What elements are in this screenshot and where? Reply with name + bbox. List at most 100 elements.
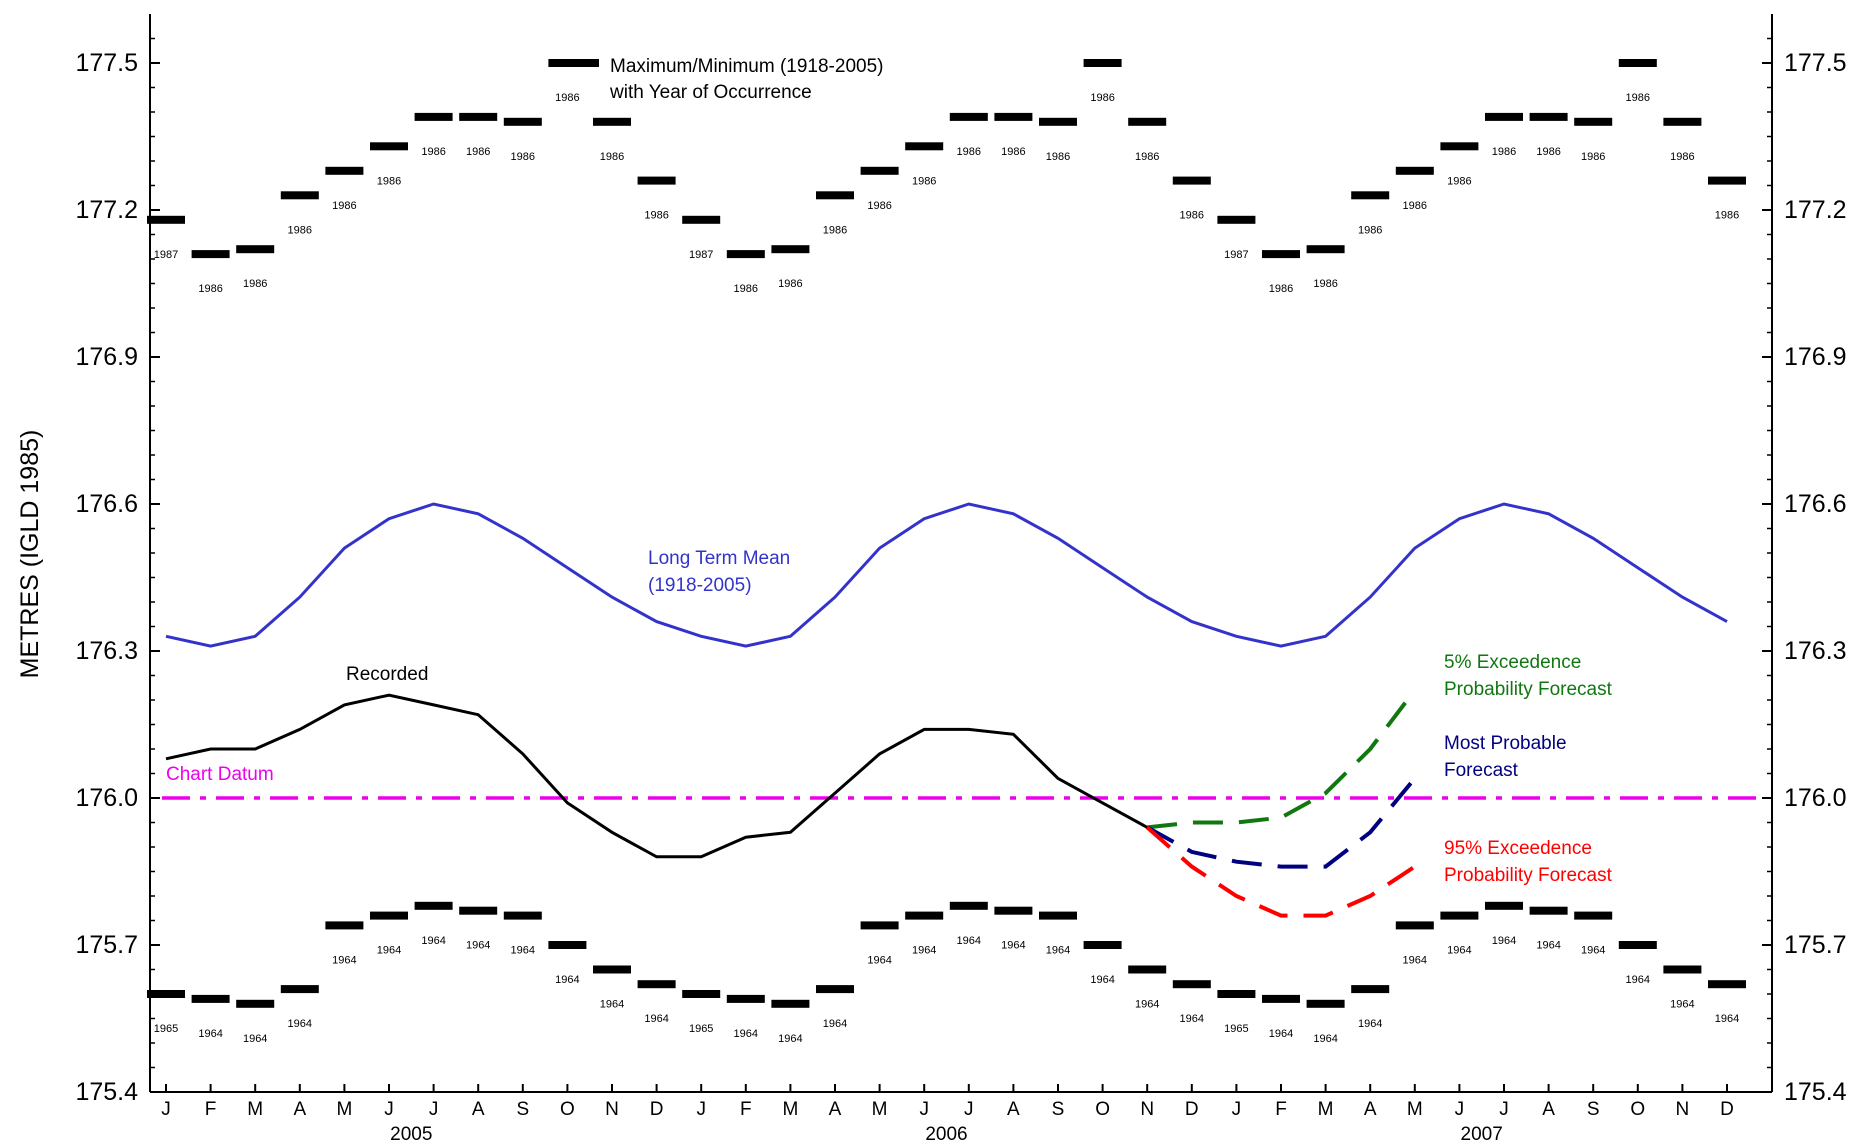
y-tick-label-left: 176.6: [75, 490, 138, 518]
month-label: M: [1407, 1099, 1423, 1120]
maximum-bar: [1083, 59, 1122, 67]
maximum-year-label: 1986: [1269, 283, 1293, 295]
month-label: J: [384, 1099, 394, 1120]
maximum-year-label: 1986: [600, 151, 624, 163]
long-term-mean-line: [165, 502, 1728, 648]
ninety-five-percent-forecast-label: 95% Exceedence: [1444, 838, 1592, 859]
minimum-bar: [860, 921, 899, 930]
maximum-year-label: 1986: [1581, 151, 1605, 163]
minimum-bar: [1172, 980, 1211, 989]
maximum-year-label: 1986: [957, 146, 981, 158]
month-label: M: [782, 1099, 798, 1120]
five-percent-forecast-label: 5% Exceedence: [1444, 652, 1581, 673]
maximum-year-label: 1986: [288, 224, 312, 236]
maximum-bar: [771, 245, 810, 254]
month-label: N: [1676, 1099, 1690, 1120]
minimum-year-label: 1964: [1090, 974, 1114, 986]
maximum-year-label: 1986: [1001, 146, 1025, 158]
long-term-mean-label: (1918-2005): [648, 575, 752, 596]
minimum-year-label: 1964: [1447, 945, 1471, 957]
maximum-year-label: 1986: [1358, 224, 1382, 236]
minimum-bar: [1663, 965, 1702, 974]
minimum-year-label: 1965: [154, 1023, 178, 1035]
year-label: 2006: [925, 1124, 967, 1144]
y-tick-label-right: 175.7: [1784, 931, 1847, 959]
y-tick-label-left: 175.7: [75, 931, 138, 959]
minimum-year-label: 1964: [1536, 940, 1560, 952]
maximum-year-label: 1986: [466, 146, 490, 158]
minimum-bar: [147, 990, 185, 998]
month-label: J: [1232, 1099, 1242, 1120]
minimum-year-label: 1964: [243, 1033, 267, 1045]
y-tick-label-right: 175.4: [1784, 1078, 1847, 1106]
month-label: M: [872, 1099, 888, 1120]
minimum-year-label: 1964: [1715, 1013, 1739, 1025]
minimum-year-label: 1964: [1313, 1033, 1337, 1045]
month-label: J: [429, 1099, 439, 1120]
minimum-year-label: 1964: [957, 935, 981, 947]
maximum-bar: [1485, 112, 1523, 121]
y-tick-label-right: 176.0: [1784, 784, 1847, 812]
maximum-bar: [147, 215, 185, 224]
month-label: J: [1455, 1099, 1465, 1120]
minimum-year-label: 1964: [912, 945, 936, 957]
minimum-bar: [1440, 911, 1479, 920]
month-label: N: [605, 1099, 619, 1120]
maximum-bar: [1039, 117, 1077, 126]
legend-text-line-2: with Year of Occurrence: [609, 82, 812, 103]
long-term-mean-group: [165, 502, 1728, 648]
year-label: 2005: [390, 1124, 432, 1144]
minimum-bar: [191, 994, 230, 1003]
maximum-year-label: 1986: [377, 175, 401, 187]
maximum-year-label: 1986: [1626, 92, 1650, 104]
maximum-year-label: 1986: [1492, 146, 1516, 158]
maximum-bar: [1529, 112, 1568, 121]
month-label: M: [336, 1099, 352, 1120]
maximum-bars-group: 1987 1986 1986 1986 1986 1986 1986 1986 1986 1986…: [147, 59, 1746, 295]
maximum-bar: [1128, 117, 1167, 126]
y-tick-label-left: 176.0: [75, 784, 138, 812]
year-label: 2007: [1461, 1124, 1503, 1144]
minimum-bar: [637, 980, 676, 989]
minor-tick-group: [150, 37, 1772, 1069]
month-label: J: [964, 1099, 974, 1120]
y-tick-label-left: 177.5: [75, 49, 138, 77]
month-label: J: [919, 1099, 929, 1120]
minimum-year-label: 1964: [823, 1018, 847, 1030]
minimum-year-label: 1964: [778, 1033, 802, 1045]
y-tick-label-left: 175.4: [75, 1078, 138, 1106]
minimum-year-label: 1964: [1581, 945, 1605, 957]
left-tick-group: 177.5 177.2 176.9 176.6 176.3 176.0 175.7 175.4: [75, 49, 160, 1106]
maximum-year-label: 1986: [823, 224, 847, 236]
minimum-bar: [1395, 921, 1434, 930]
maximum-bar: [503, 117, 542, 126]
month-label: A: [1364, 1099, 1377, 1120]
maximum-year-label: 1986: [734, 283, 758, 295]
maximum-year-label: 1986: [912, 175, 936, 187]
minimum-year-label: 1964: [1180, 1013, 1204, 1025]
minimum-bar: [1039, 911, 1077, 920]
minimum-year-label: 1964: [1403, 954, 1427, 966]
maximum-year-label: 1986: [1536, 146, 1560, 158]
y-tick-label-right: 177.5: [1784, 49, 1847, 77]
minimum-bar: [1217, 990, 1256, 998]
minimum-year-label: 1964: [644, 1013, 668, 1025]
month-label: A: [829, 1099, 842, 1120]
maximum-bar: [1262, 250, 1300, 259]
minimum-bar: [414, 901, 453, 910]
legend-bar-marker: [559, 59, 599, 67]
maximum-year-label: 1986: [778, 278, 802, 290]
minimum-bar: [1708, 980, 1746, 989]
minimum-bar: [726, 994, 765, 1003]
minimum-bar: [1574, 911, 1613, 920]
maximum-year-label: 1987: [1224, 249, 1248, 261]
series-labels-group: Long Term Mean (1918-2005) Recorded Chart D…: [166, 548, 1613, 886]
minimum-bar: [949, 901, 988, 910]
maximum-bar: [905, 142, 944, 151]
minimum-year-label: 1965: [689, 1023, 713, 1035]
maximum-bar: [459, 112, 498, 121]
maximum-year-label: 1986: [198, 283, 222, 295]
y-tick-label-right: 177.2: [1784, 196, 1847, 224]
month-label: F: [1275, 1099, 1287, 1120]
